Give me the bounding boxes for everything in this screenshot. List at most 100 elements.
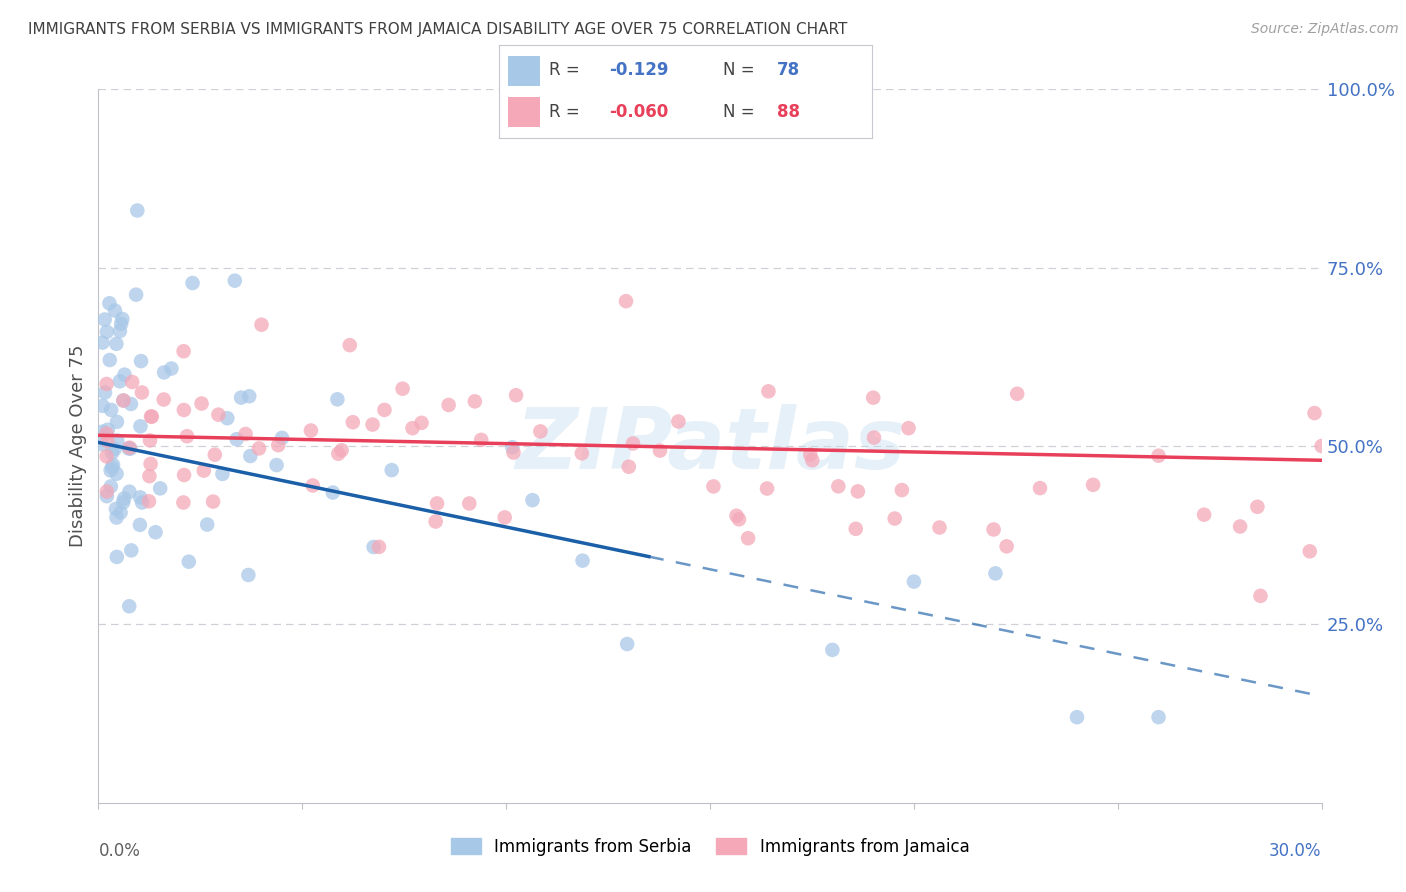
Point [229, 391, 252, 405]
Point [529, 425, 551, 439]
Point [91, 335, 114, 350]
Point [271, 431, 294, 445]
Point [139, 457, 162, 471]
Point [101, 460, 124, 475]
Point [1310, 439, 1333, 453]
Y-axis label: Disability Age Over 75: Disability Age Over 75 [69, 344, 87, 548]
Point [494, 510, 516, 524]
Point [96, 434, 118, 448]
Point [100, 463, 122, 477]
Point [104, 442, 127, 456]
Point [93, 312, 115, 326]
Point [202, 494, 225, 508]
Point [177, 555, 200, 569]
Point [322, 485, 344, 500]
Point [846, 484, 869, 499]
Point [96, 325, 118, 339]
Point [342, 415, 364, 429]
Point [1246, 500, 1268, 514]
Point [863, 431, 886, 445]
Point [138, 469, 160, 483]
Point [91, 425, 114, 439]
Point [120, 442, 142, 456]
Point [267, 438, 290, 452]
Point [131, 385, 153, 400]
Point [112, 495, 135, 509]
Point [1303, 406, 1326, 420]
Point [458, 496, 481, 510]
Point [758, 384, 780, 399]
Point [728, 512, 751, 526]
Point [173, 344, 195, 359]
Point [437, 398, 460, 412]
Point [96, 426, 118, 441]
Point [571, 446, 593, 460]
Point [91, 437, 114, 451]
Point [330, 443, 353, 458]
Point [96, 489, 118, 503]
Point [1147, 449, 1170, 463]
Point [301, 478, 323, 492]
Point [145, 525, 167, 540]
Point [104, 502, 127, 516]
Point [181, 276, 204, 290]
Point [648, 443, 671, 458]
Point [464, 394, 486, 409]
Text: N =: N = [723, 61, 759, 78]
Point [120, 397, 142, 411]
Point [426, 496, 449, 510]
Point [141, 409, 163, 424]
Point [112, 393, 135, 408]
Point [725, 508, 748, 523]
Bar [509, 56, 540, 86]
Point [149, 481, 172, 495]
Point [100, 479, 122, 493]
Point [105, 549, 128, 564]
Point [238, 568, 260, 582]
Point [995, 539, 1018, 553]
Point [190, 396, 212, 410]
Point [94, 385, 117, 400]
Point [328, 447, 350, 461]
Point [160, 361, 183, 376]
Point [225, 432, 247, 446]
Point [195, 517, 218, 532]
Point [401, 421, 423, 435]
Point [98, 296, 121, 310]
Point [373, 403, 395, 417]
Point [502, 445, 524, 459]
Text: IMMIGRANTS FROM SERBIA VS IMMIGRANTS FROM JAMAICA DISABILITY AGE OVER 75 CORRELA: IMMIGRANTS FROM SERBIA VS IMMIGRANTS FRO… [28, 22, 848, 37]
Point [96, 450, 118, 464]
Text: N =: N = [723, 103, 759, 121]
Point [1249, 589, 1271, 603]
Point [247, 442, 270, 456]
Point [1005, 386, 1028, 401]
Point [737, 531, 759, 545]
Point [118, 441, 141, 455]
Point [193, 464, 215, 478]
Point [96, 377, 118, 392]
Point [1192, 508, 1215, 522]
Point [368, 540, 391, 554]
Point [120, 543, 142, 558]
Text: -0.060: -0.060 [609, 103, 668, 121]
Point [114, 368, 136, 382]
Point [361, 417, 384, 432]
Point [118, 484, 141, 499]
Point [105, 467, 128, 481]
Point [299, 424, 322, 438]
Point [121, 375, 143, 389]
Text: R =: R = [550, 103, 585, 121]
Point [101, 446, 124, 460]
Point [207, 408, 229, 422]
Point [153, 366, 176, 380]
Point [91, 399, 114, 413]
Point [125, 287, 148, 301]
Point [801, 453, 824, 467]
Point [425, 515, 447, 529]
Point [101, 458, 124, 472]
Point [1066, 710, 1088, 724]
Point [897, 421, 920, 435]
Point [117, 442, 139, 456]
Point [522, 493, 544, 508]
